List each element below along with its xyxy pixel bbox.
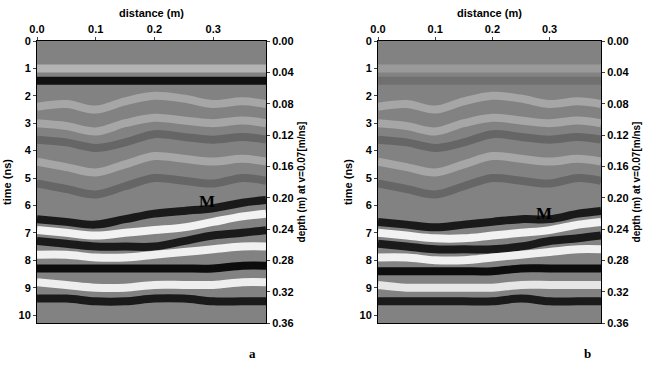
svg-text:8: 8 <box>366 254 372 266</box>
svg-text:0.3: 0.3 <box>206 23 221 35</box>
svg-text:a: a <box>249 346 256 361</box>
svg-text:0.3: 0.3 <box>542 23 557 35</box>
svg-text:9: 9 <box>366 282 372 294</box>
svg-text:2: 2 <box>25 90 31 102</box>
svg-text:0.12: 0.12 <box>607 129 628 141</box>
svg-text:distance (m): distance (m) <box>119 7 184 19</box>
svg-text:depth (m) at v=0.07[m/ns]: depth (m) at v=0.07[m/ns] <box>631 122 642 243</box>
svg-text:b: b <box>584 346 591 361</box>
svg-text:0.08: 0.08 <box>607 98 628 110</box>
svg-text:0.0: 0.0 <box>370 23 385 35</box>
svg-text:0.2: 0.2 <box>147 23 162 35</box>
svg-text:0.36: 0.36 <box>272 317 293 329</box>
svg-text:0.00: 0.00 <box>607 35 628 47</box>
svg-text:depth (m) at v=0.07[m/ns]: depth (m) at v=0.07[m/ns] <box>296 122 307 243</box>
svg-text:0.12: 0.12 <box>272 129 293 141</box>
svg-text:0.1: 0.1 <box>88 23 103 35</box>
svg-text:5: 5 <box>366 172 372 184</box>
svg-text:4: 4 <box>366 144 373 156</box>
svg-text:3: 3 <box>25 117 31 129</box>
svg-text:7: 7 <box>366 227 372 239</box>
svg-text:0.16: 0.16 <box>272 160 293 172</box>
svg-text:0.36: 0.36 <box>607 317 628 329</box>
svg-text:5: 5 <box>25 172 31 184</box>
svg-text:0.24: 0.24 <box>607 223 629 235</box>
svg-text:0.0: 0.0 <box>29 23 44 35</box>
svg-text:0.20: 0.20 <box>607 192 628 204</box>
svg-text:0.04: 0.04 <box>607 66 629 78</box>
svg-text:M: M <box>199 192 215 211</box>
svg-text:0.24: 0.24 <box>272 223 294 235</box>
svg-text:0: 0 <box>366 35 372 47</box>
svg-text:0.2: 0.2 <box>485 23 500 35</box>
svg-text:0.20: 0.20 <box>272 192 293 204</box>
svg-text:0.28: 0.28 <box>607 254 628 266</box>
svg-text:6: 6 <box>25 199 31 211</box>
svg-text:0.04: 0.04 <box>272 66 294 78</box>
svg-text:2: 2 <box>366 90 372 102</box>
svg-text:10: 10 <box>19 309 31 321</box>
svg-text:time (ns): time (ns) <box>1 159 13 205</box>
svg-text:1: 1 <box>366 62 372 74</box>
svg-text:0: 0 <box>25 35 31 47</box>
svg-text:0.32: 0.32 <box>272 286 293 298</box>
svg-text:0.08: 0.08 <box>272 98 293 110</box>
svg-text:0.1: 0.1 <box>428 23 443 35</box>
svg-text:9: 9 <box>25 282 31 294</box>
svg-text:0.16: 0.16 <box>607 160 628 172</box>
svg-text:3: 3 <box>366 117 372 129</box>
svg-text:M: M <box>536 204 552 223</box>
svg-text:7: 7 <box>25 227 31 239</box>
svg-text:1: 1 <box>25 62 31 74</box>
svg-text:0.00: 0.00 <box>272 35 293 47</box>
svg-text:10: 10 <box>360 309 372 321</box>
svg-text:8: 8 <box>25 254 31 266</box>
svg-text:6: 6 <box>366 199 372 211</box>
svg-text:time (ns): time (ns) <box>342 159 354 205</box>
svg-text:0.32: 0.32 <box>607 286 628 298</box>
svg-text:distance (m): distance (m) <box>457 7 522 19</box>
svg-text:4: 4 <box>25 144 32 156</box>
svg-text:0.28: 0.28 <box>272 254 293 266</box>
